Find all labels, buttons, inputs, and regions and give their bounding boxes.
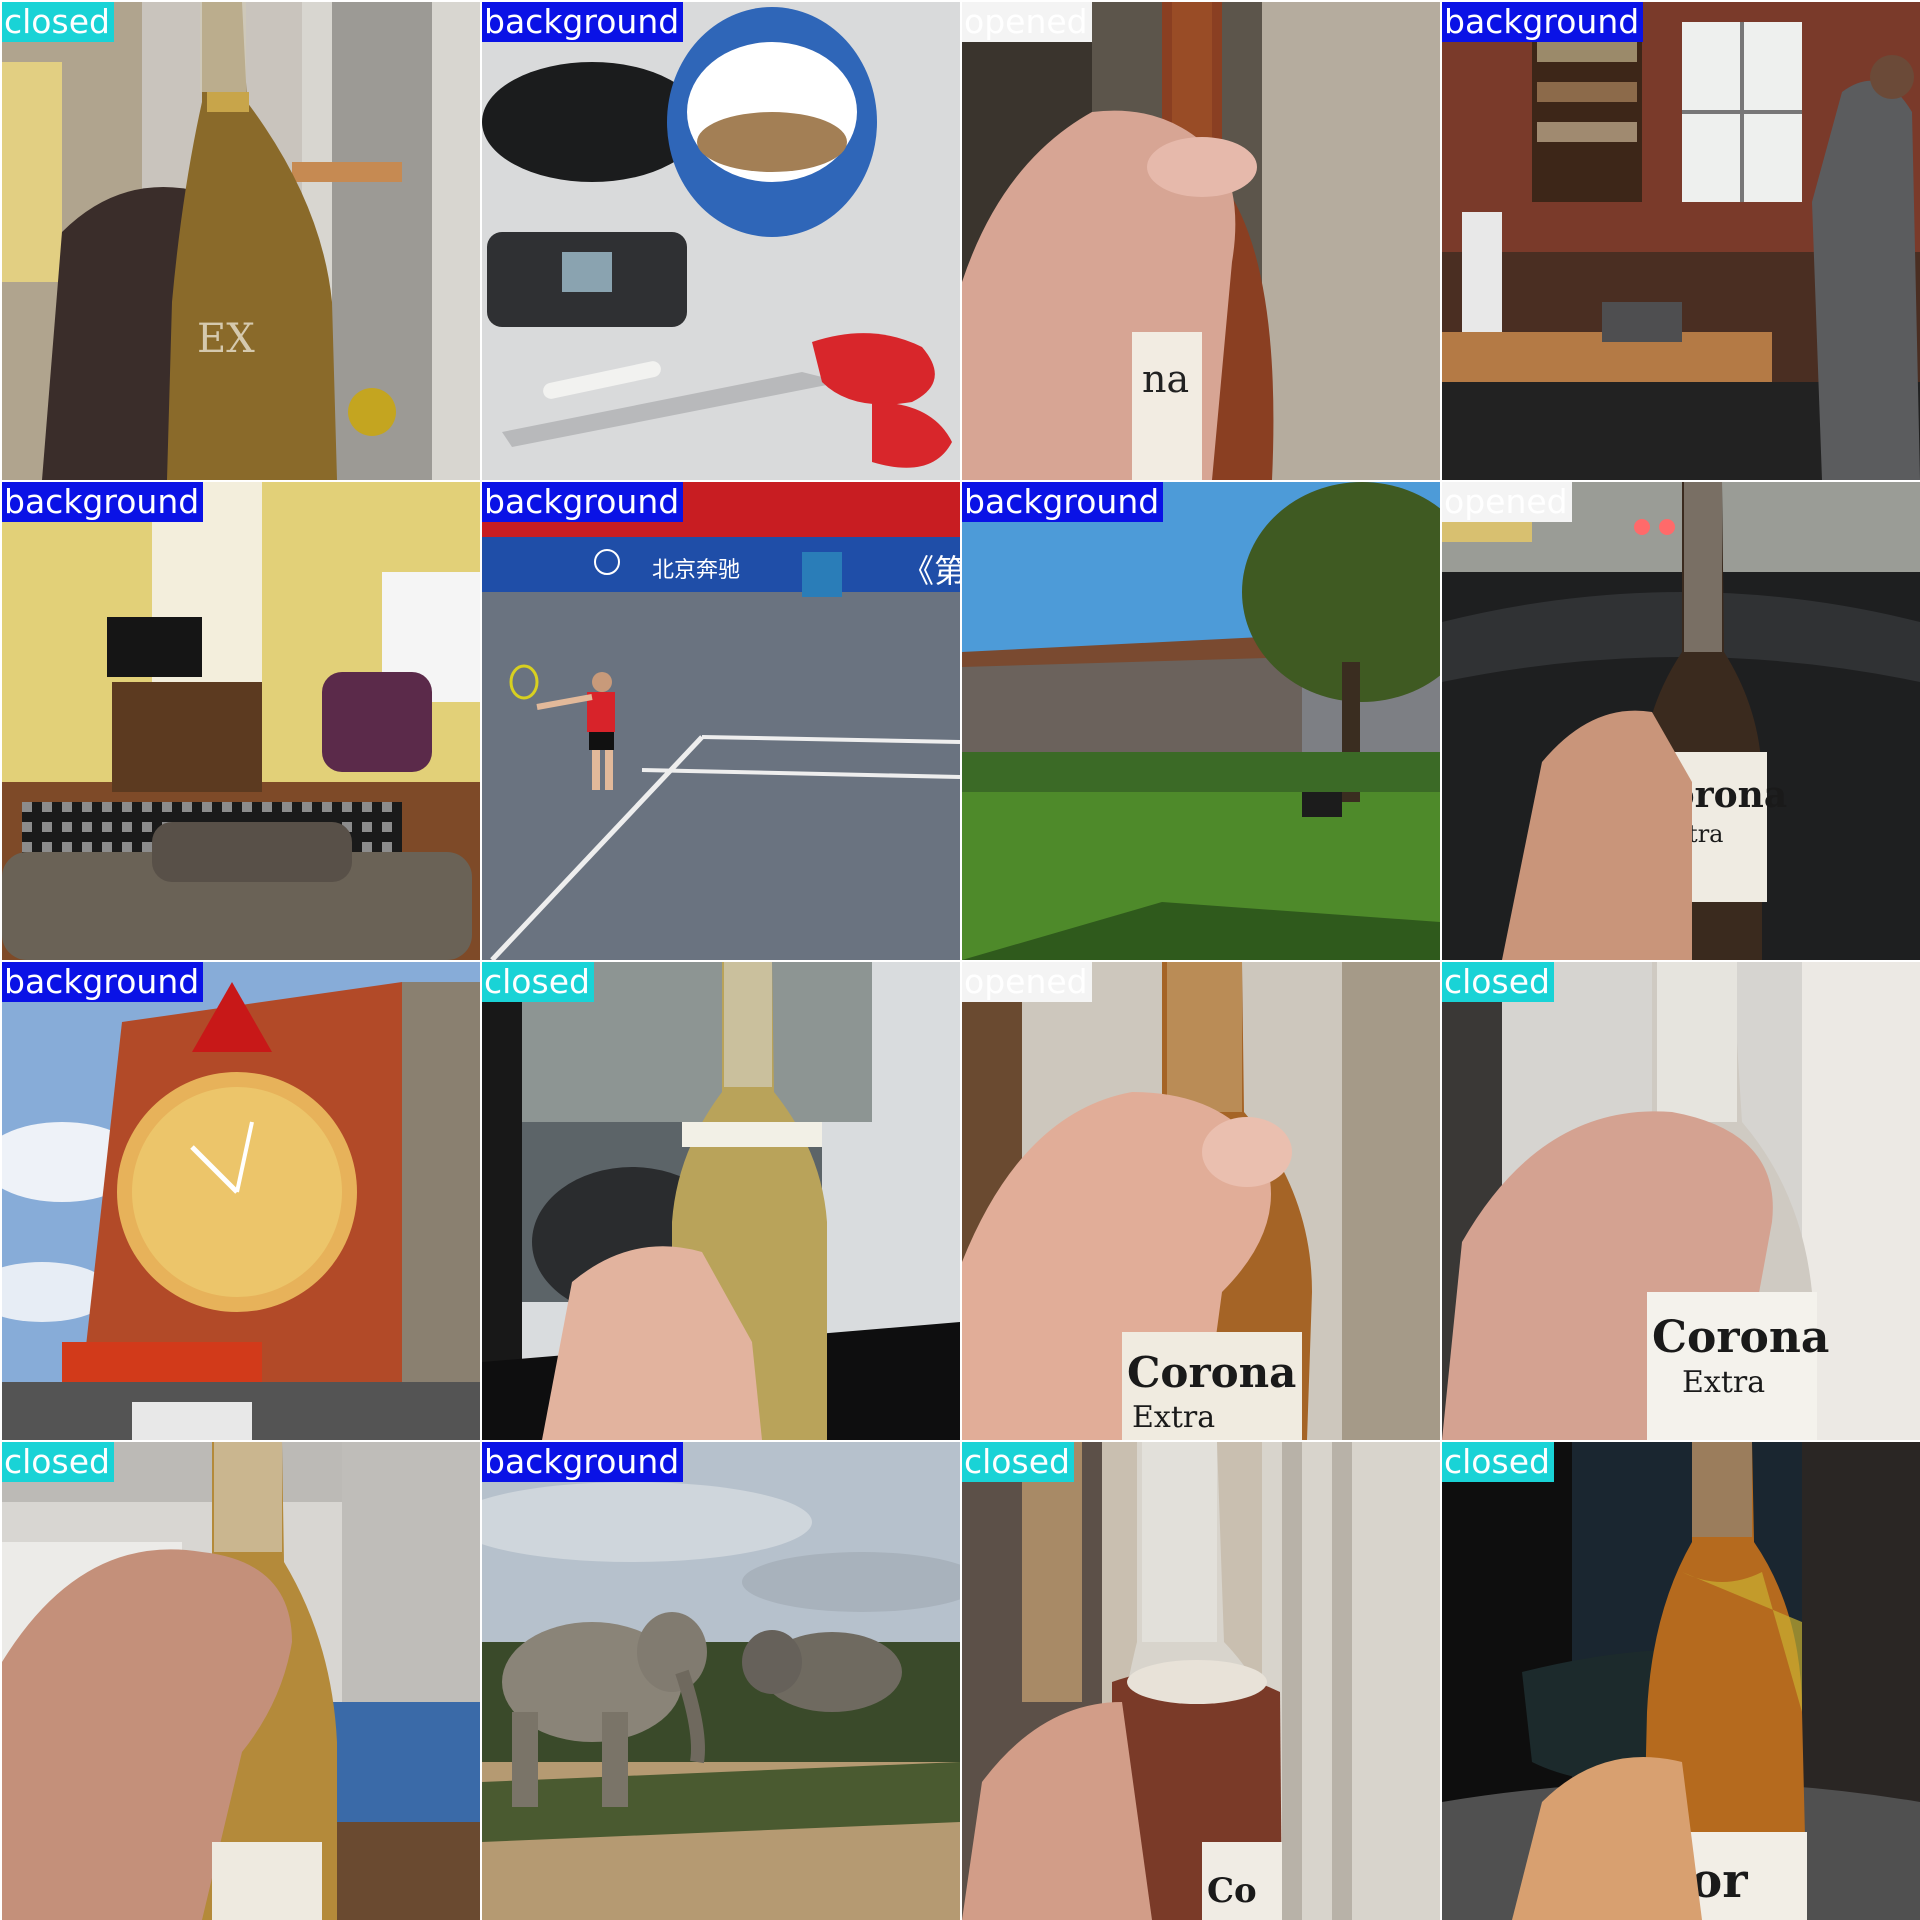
- bottle-label-text: Extra: [1682, 1365, 1765, 1400]
- photo-closed-corona-wall: Corona Extra: [1442, 962, 1920, 1440]
- photo-tennis: 北京奔驰 《第: [482, 482, 960, 960]
- image-tile[interactable]: EX closed: [2, 2, 480, 480]
- class-label: closed: [2, 2, 114, 42]
- image-tile[interactable]: closed: [482, 962, 960, 1440]
- class-label: closed: [1442, 962, 1554, 1002]
- svg-text:《第: 《第: [902, 552, 960, 590]
- image-tile[interactable]: Corona Extra closed: [1442, 962, 1920, 1440]
- image-tile[interactable]: 北京奔驰 《第 background: [482, 482, 960, 960]
- class-label: closed: [482, 962, 594, 1002]
- class-label: opened: [962, 962, 1092, 1002]
- image-tile[interactable]: Co closed: [962, 1442, 1440, 1920]
- class-label: closed: [1442, 1442, 1554, 1482]
- class-label: background: [482, 2, 684, 42]
- photo-opened-corona-car: Corona Extra: [1442, 482, 1920, 960]
- photo-coffee-desk: [482, 2, 960, 480]
- image-tile[interactable]: closed: [2, 1442, 480, 1920]
- class-label: background: [1442, 2, 1644, 42]
- class-label: background: [482, 1442, 684, 1482]
- image-tile[interactable]: Corona Extra opened: [962, 962, 1440, 1440]
- photo-opened-corona-closeup: Corona Extra: [962, 962, 1440, 1440]
- image-tile[interactable]: background: [2, 962, 480, 1440]
- image-tile[interactable]: Corona Extra opened: [1442, 482, 1920, 960]
- class-label: background: [2, 482, 204, 522]
- svg-text:北京奔驰: 北京奔驰: [652, 558, 740, 583]
- class-label: opened: [1442, 482, 1572, 522]
- bottle-label-text: Corona: [1652, 1312, 1829, 1363]
- bottle-label-text: Extra: [1132, 1400, 1215, 1435]
- photo-closed-bottle-kitchen: [2, 1442, 480, 1920]
- image-tile[interactable]: background: [482, 1442, 960, 1920]
- photo-closed-corona-car-night: Cor: [1442, 1442, 1920, 1920]
- bottle-label-text: Corona: [1127, 1348, 1296, 1397]
- image-tile[interactable]: background: [2, 482, 480, 960]
- image-tile[interactable]: background: [1442, 2, 1920, 480]
- photo-living-room: [2, 482, 480, 960]
- svg-text:Co: Co: [1207, 1871, 1257, 1911]
- class-label: closed: [962, 1442, 1074, 1482]
- class-label: background: [962, 482, 1164, 522]
- photo-library-room: [1442, 2, 1920, 480]
- class-label: closed: [2, 1442, 114, 1482]
- photo-closed-bottle-car-window: [482, 962, 960, 1440]
- image-tile[interactable]: background: [482, 2, 960, 480]
- image-tile[interactable]: na opened: [962, 2, 1440, 480]
- photo-clock-building: [2, 962, 480, 1440]
- photo-opened-bottle: na: [962, 2, 1440, 480]
- photo-elephants: [482, 1442, 960, 1920]
- image-tile[interactable]: background: [962, 482, 1440, 960]
- class-label: opened: [962, 2, 1092, 42]
- image-tile[interactable]: Cor closed: [1442, 1442, 1920, 1920]
- class-label: background: [2, 962, 204, 1002]
- photo-closed-bottle-room: EX: [2, 2, 480, 480]
- photo-closed-corona-halfempty: Co: [962, 1442, 1440, 1920]
- svg-text:EX: EX: [197, 316, 255, 362]
- class-label: background: [482, 482, 684, 522]
- photo-park: [962, 482, 1440, 960]
- svg-text:na: na: [1142, 357, 1189, 401]
